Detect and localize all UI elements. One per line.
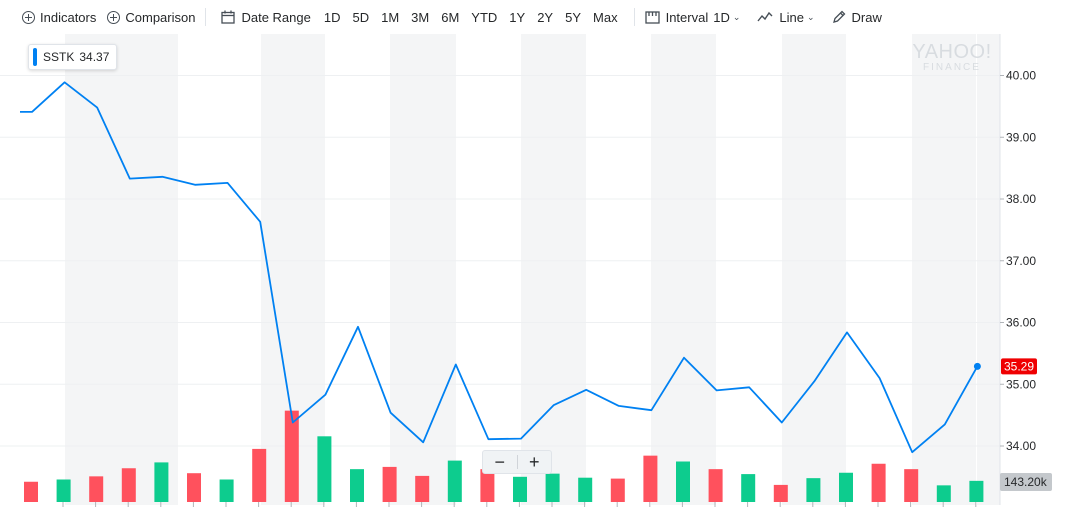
indicators-button[interactable]: Indicators bbox=[22, 0, 96, 34]
chart-type-dropdown[interactable]: Line ⌄ bbox=[757, 0, 815, 34]
volume-bar bbox=[741, 474, 756, 502]
week-band bbox=[782, 34, 846, 505]
week-band bbox=[65, 34, 178, 505]
volume-bar bbox=[643, 455, 658, 502]
y-tick-label: 34.00 bbox=[1006, 439, 1036, 453]
chart-toolbar: Indicators Comparison Date Range 1D 5D 1… bbox=[0, 0, 1068, 34]
toolbar-divider bbox=[205, 8, 207, 26]
volume-bar bbox=[415, 475, 430, 502]
range-buttons: 1D 5D 1M 3M 6M YTD 1Y 2Y 5Y Max bbox=[318, 0, 624, 34]
volume-bar bbox=[545, 473, 560, 502]
toolbar-divider bbox=[633, 8, 635, 26]
range-1d-button[interactable]: 1D bbox=[323, 9, 341, 25]
last-price-label: 35.29 bbox=[1004, 359, 1034, 373]
pencil-icon bbox=[832, 10, 846, 24]
chart-type-label: Line bbox=[779, 9, 804, 25]
volume-bar bbox=[154, 462, 169, 502]
legend-symbol: SSTK bbox=[43, 50, 75, 64]
volume-bar bbox=[317, 436, 332, 502]
volume-bar bbox=[513, 476, 527, 502]
chevron-down-icon: ⌄ bbox=[732, 11, 741, 22]
date-range-button[interactable]: Date Range bbox=[221, 0, 311, 34]
last-price-dot bbox=[973, 362, 981, 370]
draw-button[interactable]: Draw bbox=[832, 0, 882, 34]
legend-value: 34.37 bbox=[79, 50, 110, 64]
volume-bar bbox=[121, 468, 136, 502]
volume-label: 143.20k bbox=[1004, 475, 1048, 489]
volume-bar bbox=[187, 473, 201, 502]
watermark-line1: YAHOO! bbox=[912, 41, 992, 63]
series-legend[interactable]: SSTK 34.37 bbox=[28, 44, 118, 70]
interval-icon bbox=[644, 10, 660, 24]
comparison-button[interactable]: Comparison bbox=[107, 0, 195, 34]
zoom-in-button[interactable]: + bbox=[528, 451, 540, 472]
volume-bar bbox=[252, 448, 267, 502]
range-5d-button[interactable]: 5D bbox=[352, 9, 370, 25]
volume-bar bbox=[447, 460, 462, 502]
volume-bar bbox=[284, 410, 299, 502]
comparison-label: Comparison bbox=[125, 9, 196, 25]
calendar-icon bbox=[221, 10, 236, 24]
volume-bar bbox=[839, 472, 853, 502]
range-max-button[interactable]: Max bbox=[593, 9, 618, 25]
y-tick-label: 36.00 bbox=[1006, 316, 1036, 330]
range-1y-button[interactable]: 1Y bbox=[509, 9, 526, 25]
y-tick-label: 39.00 bbox=[1006, 130, 1036, 144]
volume-bar bbox=[56, 479, 71, 502]
volume-bar bbox=[708, 469, 723, 502]
volume-bar bbox=[773, 484, 788, 502]
date-range-label: Date Range bbox=[241, 9, 311, 25]
volume-bar bbox=[806, 478, 821, 502]
y-tick-label: 38.00 bbox=[1006, 192, 1036, 206]
last-price-tag bbox=[1001, 358, 1037, 375]
volume-bar bbox=[350, 469, 364, 502]
week-band bbox=[651, 34, 716, 505]
interval-label: Interval bbox=[665, 9, 709, 25]
volume-tag bbox=[1000, 473, 1052, 491]
volume-bar bbox=[480, 469, 495, 502]
volume-bar bbox=[904, 469, 919, 502]
volume-bar bbox=[610, 478, 625, 502]
range-1m-button[interactable]: 1M bbox=[381, 9, 400, 25]
y-tick-label: 35.00 bbox=[1006, 377, 1036, 391]
range-5y-button[interactable]: 5Y bbox=[565, 9, 582, 25]
volume-bar bbox=[969, 480, 984, 502]
line-chart-icon bbox=[757, 11, 773, 23]
volume-bar bbox=[578, 477, 593, 502]
volume-bar bbox=[936, 485, 951, 502]
y-tick-label: 37.00 bbox=[1006, 254, 1036, 268]
range-3m-button[interactable]: 3M bbox=[411, 9, 430, 25]
plus-circle-icon bbox=[22, 10, 35, 24]
week-band bbox=[521, 34, 586, 505]
interval-value: 1D bbox=[713, 9, 730, 25]
volume-bar bbox=[871, 463, 886, 502]
watermark-logo: YAHOO! FINANCE bbox=[908, 42, 996, 73]
volume-bar bbox=[676, 461, 690, 502]
zoom-divider bbox=[516, 455, 518, 469]
zoom-out-button[interactable]: − bbox=[494, 451, 505, 472]
range-2y-button[interactable]: 2Y bbox=[537, 9, 554, 25]
y-tick-label: 40.00 bbox=[1006, 69, 1036, 83]
zoom-controls: − + bbox=[482, 450, 552, 474]
plus-circle-icon bbox=[107, 10, 121, 24]
week-band bbox=[912, 34, 976, 505]
draw-label: Draw bbox=[851, 9, 882, 25]
watermark-line2: FINANCE bbox=[923, 62, 981, 73]
range-ytd-button[interactable]: YTD bbox=[471, 9, 498, 25]
week-band bbox=[390, 34, 456, 505]
series-color-swatch bbox=[33, 48, 37, 66]
volume-bar bbox=[219, 479, 234, 502]
week-band bbox=[977, 34, 1000, 505]
range-6m-button[interactable]: 6M bbox=[441, 9, 460, 25]
volume-bar bbox=[24, 481, 38, 502]
chevron-down-icon: ⌄ bbox=[806, 11, 815, 22]
price-chart: 40.00 39.00 38.00 37.00 36.00 35.00 34.00 35.29… bbox=[0, 34, 1052, 507]
volume-bar bbox=[89, 476, 104, 502]
indicators-label: Indicators bbox=[40, 9, 97, 25]
interval-dropdown[interactable]: Interval 1D ⌄ bbox=[644, 0, 741, 34]
chart-area[interactable]: 40.00 39.00 38.00 37.00 36.00 35.00 34.00 35.29… bbox=[0, 34, 1068, 508]
volume-bar bbox=[382, 466, 397, 502]
